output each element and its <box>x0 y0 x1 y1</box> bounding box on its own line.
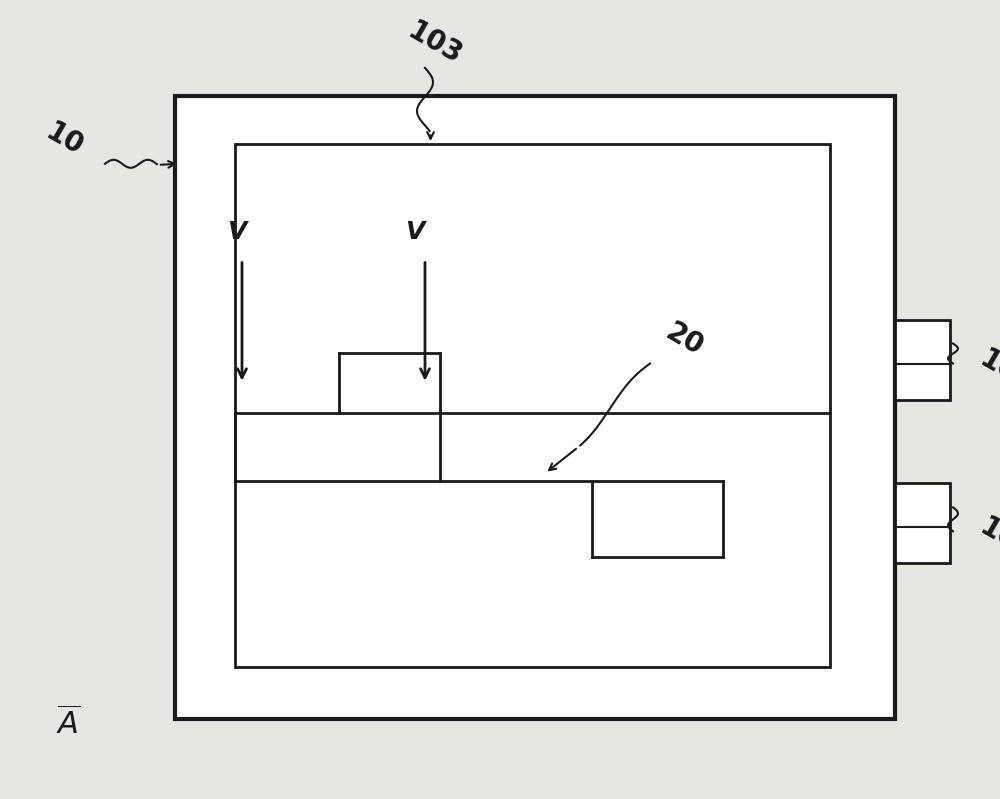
Bar <box>175 96 895 719</box>
Text: 101: 101 <box>975 345 1000 398</box>
Text: 103: 103 <box>403 18 467 70</box>
Bar <box>895 320 950 400</box>
Text: V: V <box>405 220 425 244</box>
Text: 10: 10 <box>41 118 89 161</box>
Text: V: V <box>227 220 247 244</box>
Bar <box>895 483 950 563</box>
Text: 102: 102 <box>975 513 1000 566</box>
Bar <box>235 144 830 667</box>
Text: 20: 20 <box>661 318 709 361</box>
Text: $\overline{A}$: $\overline{A}$ <box>56 706 80 740</box>
